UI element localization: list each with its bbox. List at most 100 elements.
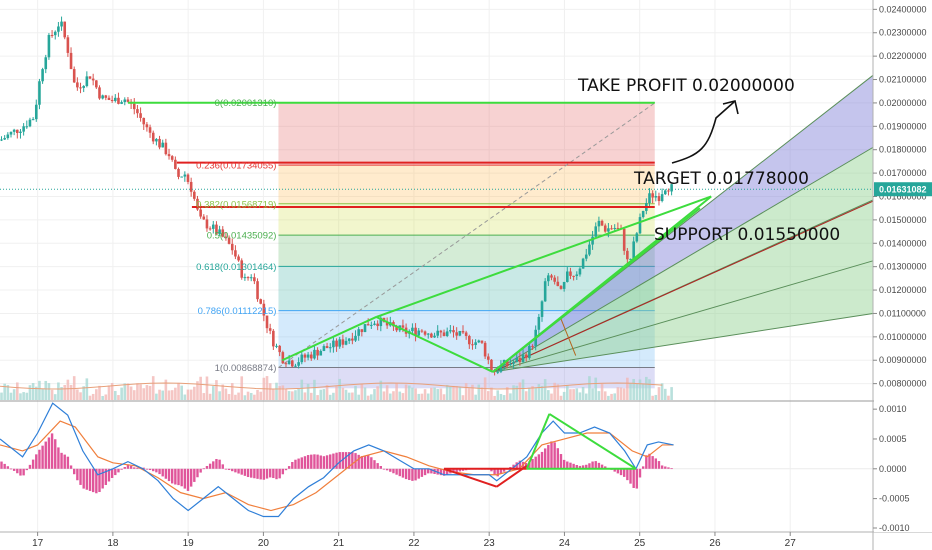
- time-tick-label: 20: [258, 538, 270, 549]
- take-profit-label[interactable]: TAKE PROFIT 0.02000000: [577, 76, 795, 96]
- fibonacci-labels: 0(0.02001310) 0.236(0.01734055) 0.382(0.01…: [196, 98, 276, 374]
- volume-bar: [600, 383, 604, 400]
- macd-histogram-bar: [300, 457, 303, 469]
- volume-bar: [158, 389, 161, 400]
- volume-bar: [82, 386, 85, 400]
- macd-histogram-bar: [35, 454, 38, 469]
- volume-bar: [145, 385, 149, 400]
- candle-body: [509, 363, 512, 365]
- volume-bar: [132, 390, 136, 400]
- candle-body: [0, 139, 3, 141]
- macd-histogram-bar: [622, 468, 626, 477]
- macd-histogram-bar: [559, 454, 563, 469]
- macd-pane[interactable]: [0, 402, 873, 532]
- macd-pattern-line[interactable]: [548, 413, 637, 470]
- candle-body: [332, 340, 335, 348]
- candle-body: [284, 363, 288, 365]
- macd-histogram-bar: [129, 465, 133, 469]
- macd-histogram-bar: [348, 452, 351, 469]
- macd-histogram-bar: [158, 468, 161, 475]
- support-label[interactable]: SUPPORT 0.01550000: [654, 225, 840, 245]
- candle-body: [123, 99, 127, 103]
- volume-bar: [151, 376, 155, 400]
- volume-bar: [382, 391, 386, 400]
- pattern-trend-line[interactable]: [375, 316, 494, 373]
- macd-histogram-bar: [629, 468, 632, 484]
- macd-pattern-line[interactable]: [525, 413, 551, 470]
- volume-bar: [316, 395, 319, 400]
- macd-histogram-bar: [145, 468, 149, 470]
- volume-bar: [170, 390, 174, 400]
- fib-zone: [278, 266, 655, 311]
- candle-body: [543, 281, 547, 302]
- macd-histogram-bar: [325, 455, 329, 469]
- volume-bar: [215, 380, 218, 400]
- candle-body: [622, 228, 626, 251]
- price-tick-label: 0.02100000: [879, 75, 927, 85]
- pattern-trend-line[interactable]: [281, 316, 377, 362]
- annotations[interactable]: TAKE PROFIT 0.02000000 TARGET 0.01778000 S…: [577, 76, 840, 245]
- volume-bar: [12, 389, 16, 400]
- volume-bar: [528, 387, 531, 400]
- macd-histogram-bar: [117, 468, 120, 473]
- volume-bar: [537, 384, 541, 400]
- volume-bar: [426, 393, 430, 400]
- price-tick-label: 0.02400000: [879, 4, 927, 14]
- price-tick-label: 0.01200000: [879, 285, 927, 295]
- volume-bar: [322, 389, 326, 400]
- candle-body: [531, 345, 534, 347]
- target-label[interactable]: TARGET 0.01778000: [633, 169, 809, 189]
- macd-histogram-bar: [588, 463, 591, 469]
- macd-histogram-bar: [363, 455, 367, 469]
- macd-histogram-bar: [38, 449, 41, 469]
- volume-bar: [66, 379, 70, 400]
- macd-axis[interactable]: 0.0010 0.0005 0.0000 -0.0005 -0.0010: [873, 402, 932, 533]
- volume-bar: [272, 389, 275, 400]
- pattern-trend-line[interactable]: [492, 207, 701, 373]
- volume-bar: [50, 389, 54, 400]
- trend-lines[interactable]: [0, 101, 873, 373]
- volume-bar: [303, 392, 307, 400]
- volume-bar: [186, 389, 190, 400]
- macd-histogram-bar: [294, 459, 297, 469]
- candle-body: [316, 349, 319, 356]
- macd-histogram-bar: [569, 462, 572, 469]
- macd-histogram-bar: [16, 468, 19, 474]
- candle-body: [234, 250, 237, 257]
- candle-body: [98, 87, 101, 99]
- candle-body: [227, 237, 231, 244]
- candle-body: [641, 210, 645, 218]
- macd-histogram-bar: [306, 455, 310, 469]
- time-axis[interactable]: 17 18 19 20 21 22 23 24 25 26 27: [32, 532, 796, 549]
- candle-body: [616, 227, 620, 229]
- fan-ray: [492, 146, 874, 373]
- fib-zone: [278, 203, 655, 236]
- volume-bar: [183, 394, 187, 400]
- macd-histogram-bar: [240, 468, 243, 475]
- macd-histogram-bar: [215, 458, 218, 469]
- candle-body: [449, 330, 452, 332]
- macd-histogram-bar: [518, 460, 522, 469]
- macd-histogram-bar: [69, 465, 73, 469]
- candle-body: [63, 21, 67, 38]
- pattern-trend-line[interactable]: [375, 195, 712, 318]
- candle-body: [426, 333, 430, 335]
- volume-bar: [550, 393, 553, 400]
- candle-body: [328, 347, 332, 349]
- candle-body: [79, 87, 82, 89]
- volume-bar: [512, 385, 515, 400]
- macd-histogram-bar: [218, 459, 221, 469]
- macd-histogram-bar: [531, 458, 534, 469]
- candle-body: [6, 134, 10, 139]
- macd-histogram-bar: [613, 468, 616, 472]
- macd-histogram-bar: [0, 461, 3, 469]
- macd-histogram-bar: [420, 468, 424, 477]
- candle-body: [22, 126, 25, 132]
- volume-bar: [651, 395, 654, 400]
- candle-body: [246, 277, 250, 279]
- macd-pattern-line[interactable]: [443, 467, 498, 488]
- volume-bar: [667, 395, 670, 400]
- candle-body: [351, 338, 354, 341]
- volume-bar: [474, 394, 477, 400]
